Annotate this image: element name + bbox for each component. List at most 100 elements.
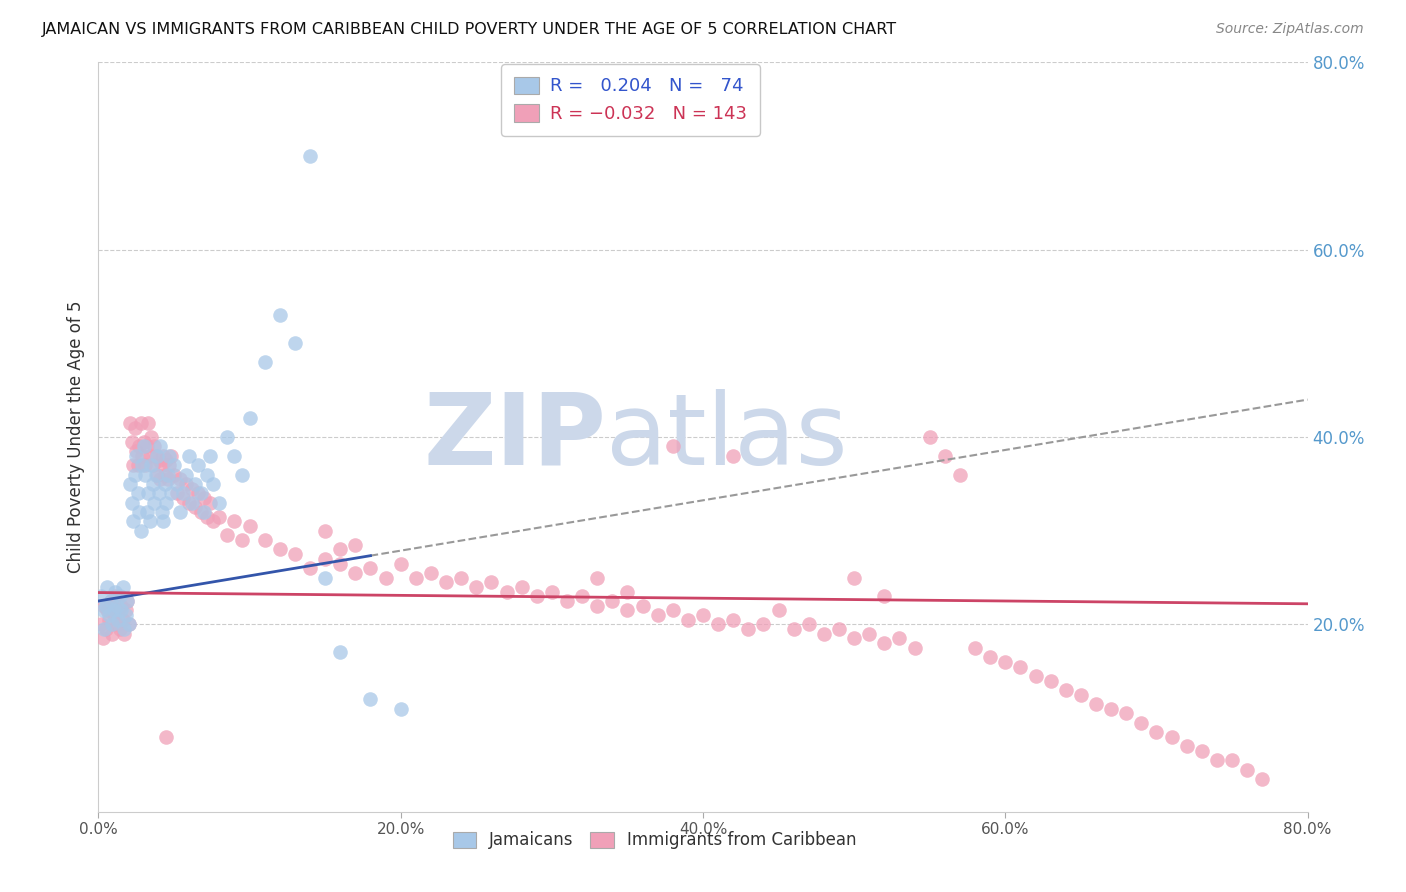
Point	[110, 599, 132, 613]
Point	[152, 514, 174, 528]
Point	[111, 613, 134, 627]
Point	[389, 557, 412, 571]
Point	[873, 590, 896, 604]
Point	[1085, 697, 1108, 711]
Point	[253, 355, 276, 369]
Point	[108, 590, 131, 604]
Point	[616, 603, 638, 617]
Point	[101, 617, 124, 632]
Point	[299, 149, 322, 163]
Point	[202, 514, 225, 528]
Point	[284, 336, 307, 351]
Point	[707, 617, 730, 632]
Y-axis label: Child Poverty Under the Age of 5: Child Poverty Under the Age of 5	[66, 301, 84, 574]
Point	[889, 632, 911, 646]
Point	[571, 590, 593, 604]
Point	[314, 571, 336, 585]
Point	[1024, 669, 1046, 683]
Point	[661, 440, 683, 453]
Point	[360, 692, 382, 706]
Point	[434, 575, 457, 590]
Point	[858, 626, 880, 640]
Point	[184, 500, 207, 515]
Point	[737, 622, 759, 636]
Point	[723, 449, 745, 463]
Point	[132, 434, 155, 449]
Point	[93, 622, 115, 636]
Point	[160, 449, 183, 463]
Point	[253, 533, 276, 547]
Point	[1039, 673, 1062, 688]
Point	[184, 476, 207, 491]
Point	[128, 505, 150, 519]
Point	[108, 622, 131, 636]
Point	[166, 476, 188, 491]
Point	[148, 453, 170, 467]
Point	[131, 449, 153, 463]
Point	[118, 617, 141, 632]
Point	[299, 561, 322, 575]
Point	[90, 590, 112, 604]
Point	[104, 590, 127, 604]
Point	[873, 636, 896, 650]
Point	[269, 308, 291, 322]
Point	[125, 449, 148, 463]
Point	[526, 590, 548, 604]
Point	[101, 626, 124, 640]
Point	[1010, 659, 1032, 673]
Point	[284, 547, 307, 561]
Point	[586, 599, 609, 613]
Point	[131, 458, 153, 473]
Point	[148, 486, 170, 500]
Point	[156, 472, 179, 486]
Point	[586, 571, 609, 585]
Point	[124, 421, 146, 435]
Point	[979, 650, 1001, 665]
Point	[155, 496, 177, 510]
Point	[1160, 730, 1182, 744]
Point	[181, 482, 204, 496]
Point	[115, 594, 138, 608]
Point	[107, 603, 129, 617]
Point	[231, 533, 253, 547]
Point	[174, 467, 197, 482]
Point	[420, 566, 443, 580]
Point	[813, 626, 835, 640]
Point	[98, 608, 121, 623]
Point	[1206, 753, 1229, 767]
Point	[844, 632, 866, 646]
Point	[1099, 701, 1122, 715]
Point	[465, 580, 488, 594]
Point	[1130, 715, 1153, 730]
Point	[1144, 725, 1167, 739]
Point	[91, 603, 114, 617]
Point	[329, 646, 352, 660]
Point	[329, 542, 352, 557]
Point	[314, 524, 336, 538]
Point	[1070, 688, 1092, 702]
Point	[93, 599, 115, 613]
Point	[135, 505, 157, 519]
Point	[96, 580, 118, 594]
Point	[631, 599, 654, 613]
Point	[142, 476, 165, 491]
Point	[965, 640, 987, 655]
Point	[187, 458, 209, 473]
Point	[1220, 753, 1243, 767]
Point	[994, 655, 1017, 669]
Point	[103, 603, 125, 617]
Point	[90, 617, 112, 632]
Point	[179, 496, 201, 510]
Point	[174, 476, 197, 491]
Point	[134, 458, 156, 473]
Point	[193, 505, 215, 519]
Point	[135, 440, 157, 453]
Point	[120, 416, 142, 430]
Point	[344, 566, 367, 580]
Point	[100, 594, 122, 608]
Point	[949, 467, 972, 482]
Point	[141, 458, 163, 473]
Point	[200, 449, 222, 463]
Point	[150, 505, 173, 519]
Point	[215, 528, 238, 542]
